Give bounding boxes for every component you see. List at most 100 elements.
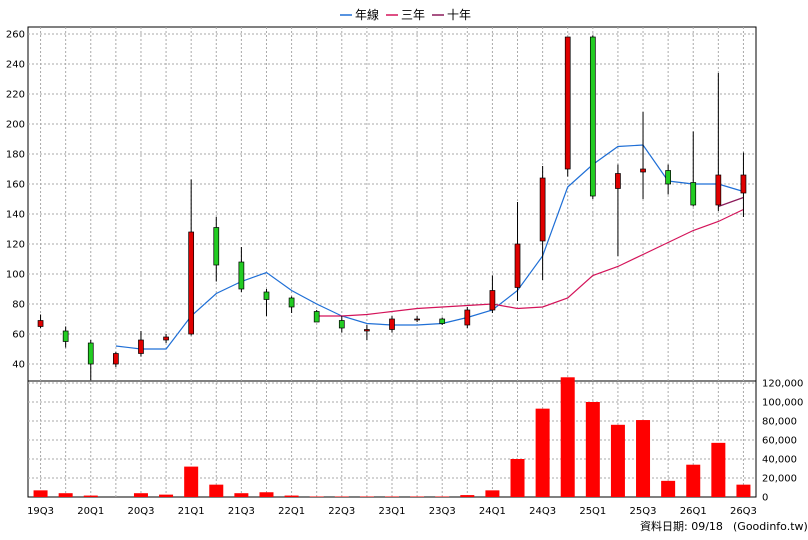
candle-body <box>62 330 69 342</box>
volume-bar <box>234 493 249 497</box>
candle-body <box>263 291 270 300</box>
volume-bar <box>560 377 575 497</box>
x-tick-label: 22Q3 <box>328 506 355 517</box>
legend: 年線 三年 十年 <box>340 7 471 22</box>
x-tick-label: 24Q3 <box>529 506 556 517</box>
candle-body <box>37 320 44 327</box>
volume-tick-label: 20,000 <box>762 474 797 485</box>
volume-bar <box>510 459 525 497</box>
source-label: (Goodinfo.tw) <box>733 520 808 533</box>
price-tick-label: 220 <box>6 90 25 101</box>
candle-body <box>364 329 370 332</box>
candle-body <box>464 309 471 326</box>
x-tick-label: 26Q1 <box>680 506 707 517</box>
volume-tick-label: 120,000 <box>762 379 803 390</box>
candle-body <box>313 311 320 323</box>
candle-body <box>514 243 521 288</box>
price-tick-label: 120 <box>6 240 25 251</box>
x-tick-label: 25Q1 <box>579 506 606 517</box>
candle-body <box>740 174 747 194</box>
volume-bar <box>58 493 73 497</box>
candle-body <box>615 173 621 189</box>
volume-bar <box>209 484 224 497</box>
candle-body <box>564 36 571 170</box>
price-tick-label: 260 <box>6 30 25 41</box>
candle-body <box>113 353 119 365</box>
price-tick-label: 240 <box>6 60 25 71</box>
price-tick-label: 140 <box>6 210 25 221</box>
x-tick-label: 24Q1 <box>479 506 506 517</box>
candle-body <box>539 177 546 242</box>
candle-body <box>138 339 144 354</box>
legend-label-year: 年線 <box>355 7 379 22</box>
volume-axis-ticks: 0 20,000 40,000 60,000 80,000 100,000 120,000 <box>762 379 803 504</box>
volume-bar <box>460 495 475 497</box>
candle-body <box>188 231 195 335</box>
volume-bar <box>686 464 701 497</box>
x-tick-label: 20Q1 <box>77 506 104 517</box>
volume-bar <box>711 442 726 497</box>
candle-body <box>163 336 169 341</box>
candle-body <box>439 318 446 324</box>
x-tick-label: 21Q3 <box>228 506 255 517</box>
candles <box>37 35 747 381</box>
x-axis-ticks: 19Q3 20Q1 20Q3 21Q1 21Q3 22Q1 22Q3 23Q1 23Q3 24Q1… <box>27 506 757 517</box>
volume-bar <box>284 495 299 497</box>
ma-year-line <box>115 144 744 350</box>
legend-label-10year: 十年 <box>447 8 471 22</box>
candle-body <box>715 174 722 206</box>
price-tick-label: 40 <box>12 360 25 371</box>
x-tick-label: 23Q1 <box>379 506 406 517</box>
price-tick-label: 200 <box>6 120 25 131</box>
legend-label-3year: 三年 <box>401 8 425 22</box>
volume-tick-label: 0 <box>762 493 768 504</box>
candle-body <box>690 182 697 206</box>
volume-bar <box>133 493 148 497</box>
x-tick-label: 22Q1 <box>278 506 305 517</box>
x-tick-label: 26Q3 <box>730 506 757 517</box>
volume-bars <box>33 377 751 497</box>
x-tick-label: 23Q3 <box>429 506 456 517</box>
price-tick-label: 100 <box>6 270 25 281</box>
volume-bar <box>184 466 199 497</box>
candle-body <box>288 297 295 308</box>
volume-bar <box>259 492 274 497</box>
volume-tick-label: 100,000 <box>762 398 803 409</box>
price-axis-ticks: 40 60 80 100 120 140 160 180 200 220 240 260 <box>6 30 25 371</box>
volume-bar <box>661 480 676 497</box>
ma-3year-line <box>316 208 744 317</box>
volume-tick-label: 40,000 <box>762 455 797 466</box>
candle-body <box>589 36 596 197</box>
volume-bar <box>33 490 48 497</box>
candle-body <box>389 318 395 330</box>
candle-body <box>414 318 420 321</box>
candle-body <box>338 320 345 329</box>
candle-body <box>640 168 646 173</box>
candle-body <box>238 261 245 290</box>
volume-bar <box>636 420 651 497</box>
volume-tick-label: 60,000 <box>762 436 797 447</box>
candle-body <box>665 170 671 185</box>
price-tick-label: 80 <box>12 300 25 311</box>
volume-bar <box>159 494 174 497</box>
volume-bar <box>585 402 600 497</box>
volume-bar <box>736 484 751 497</box>
candle-body <box>489 290 496 311</box>
volume-bar <box>610 424 625 497</box>
price-tick-label: 60 <box>12 330 25 341</box>
ma-10year-line <box>718 196 744 208</box>
x-tick-label: 21Q1 <box>178 506 205 517</box>
grid <box>28 27 756 497</box>
data-date-label: 資料日期: 09/18 <box>640 519 723 533</box>
x-tick-label: 25Q3 <box>630 506 657 517</box>
x-tick-label: 20Q3 <box>127 506 154 517</box>
candle-body <box>87 342 94 365</box>
x-tick-label: 19Q3 <box>27 506 54 517</box>
volume-bar <box>485 490 500 497</box>
price-tick-label: 160 <box>6 180 25 191</box>
volume-bar <box>83 495 98 497</box>
moving-average-lines <box>115 144 744 350</box>
volume-bar <box>535 408 550 497</box>
volume-tick-label: 80,000 <box>762 417 797 428</box>
